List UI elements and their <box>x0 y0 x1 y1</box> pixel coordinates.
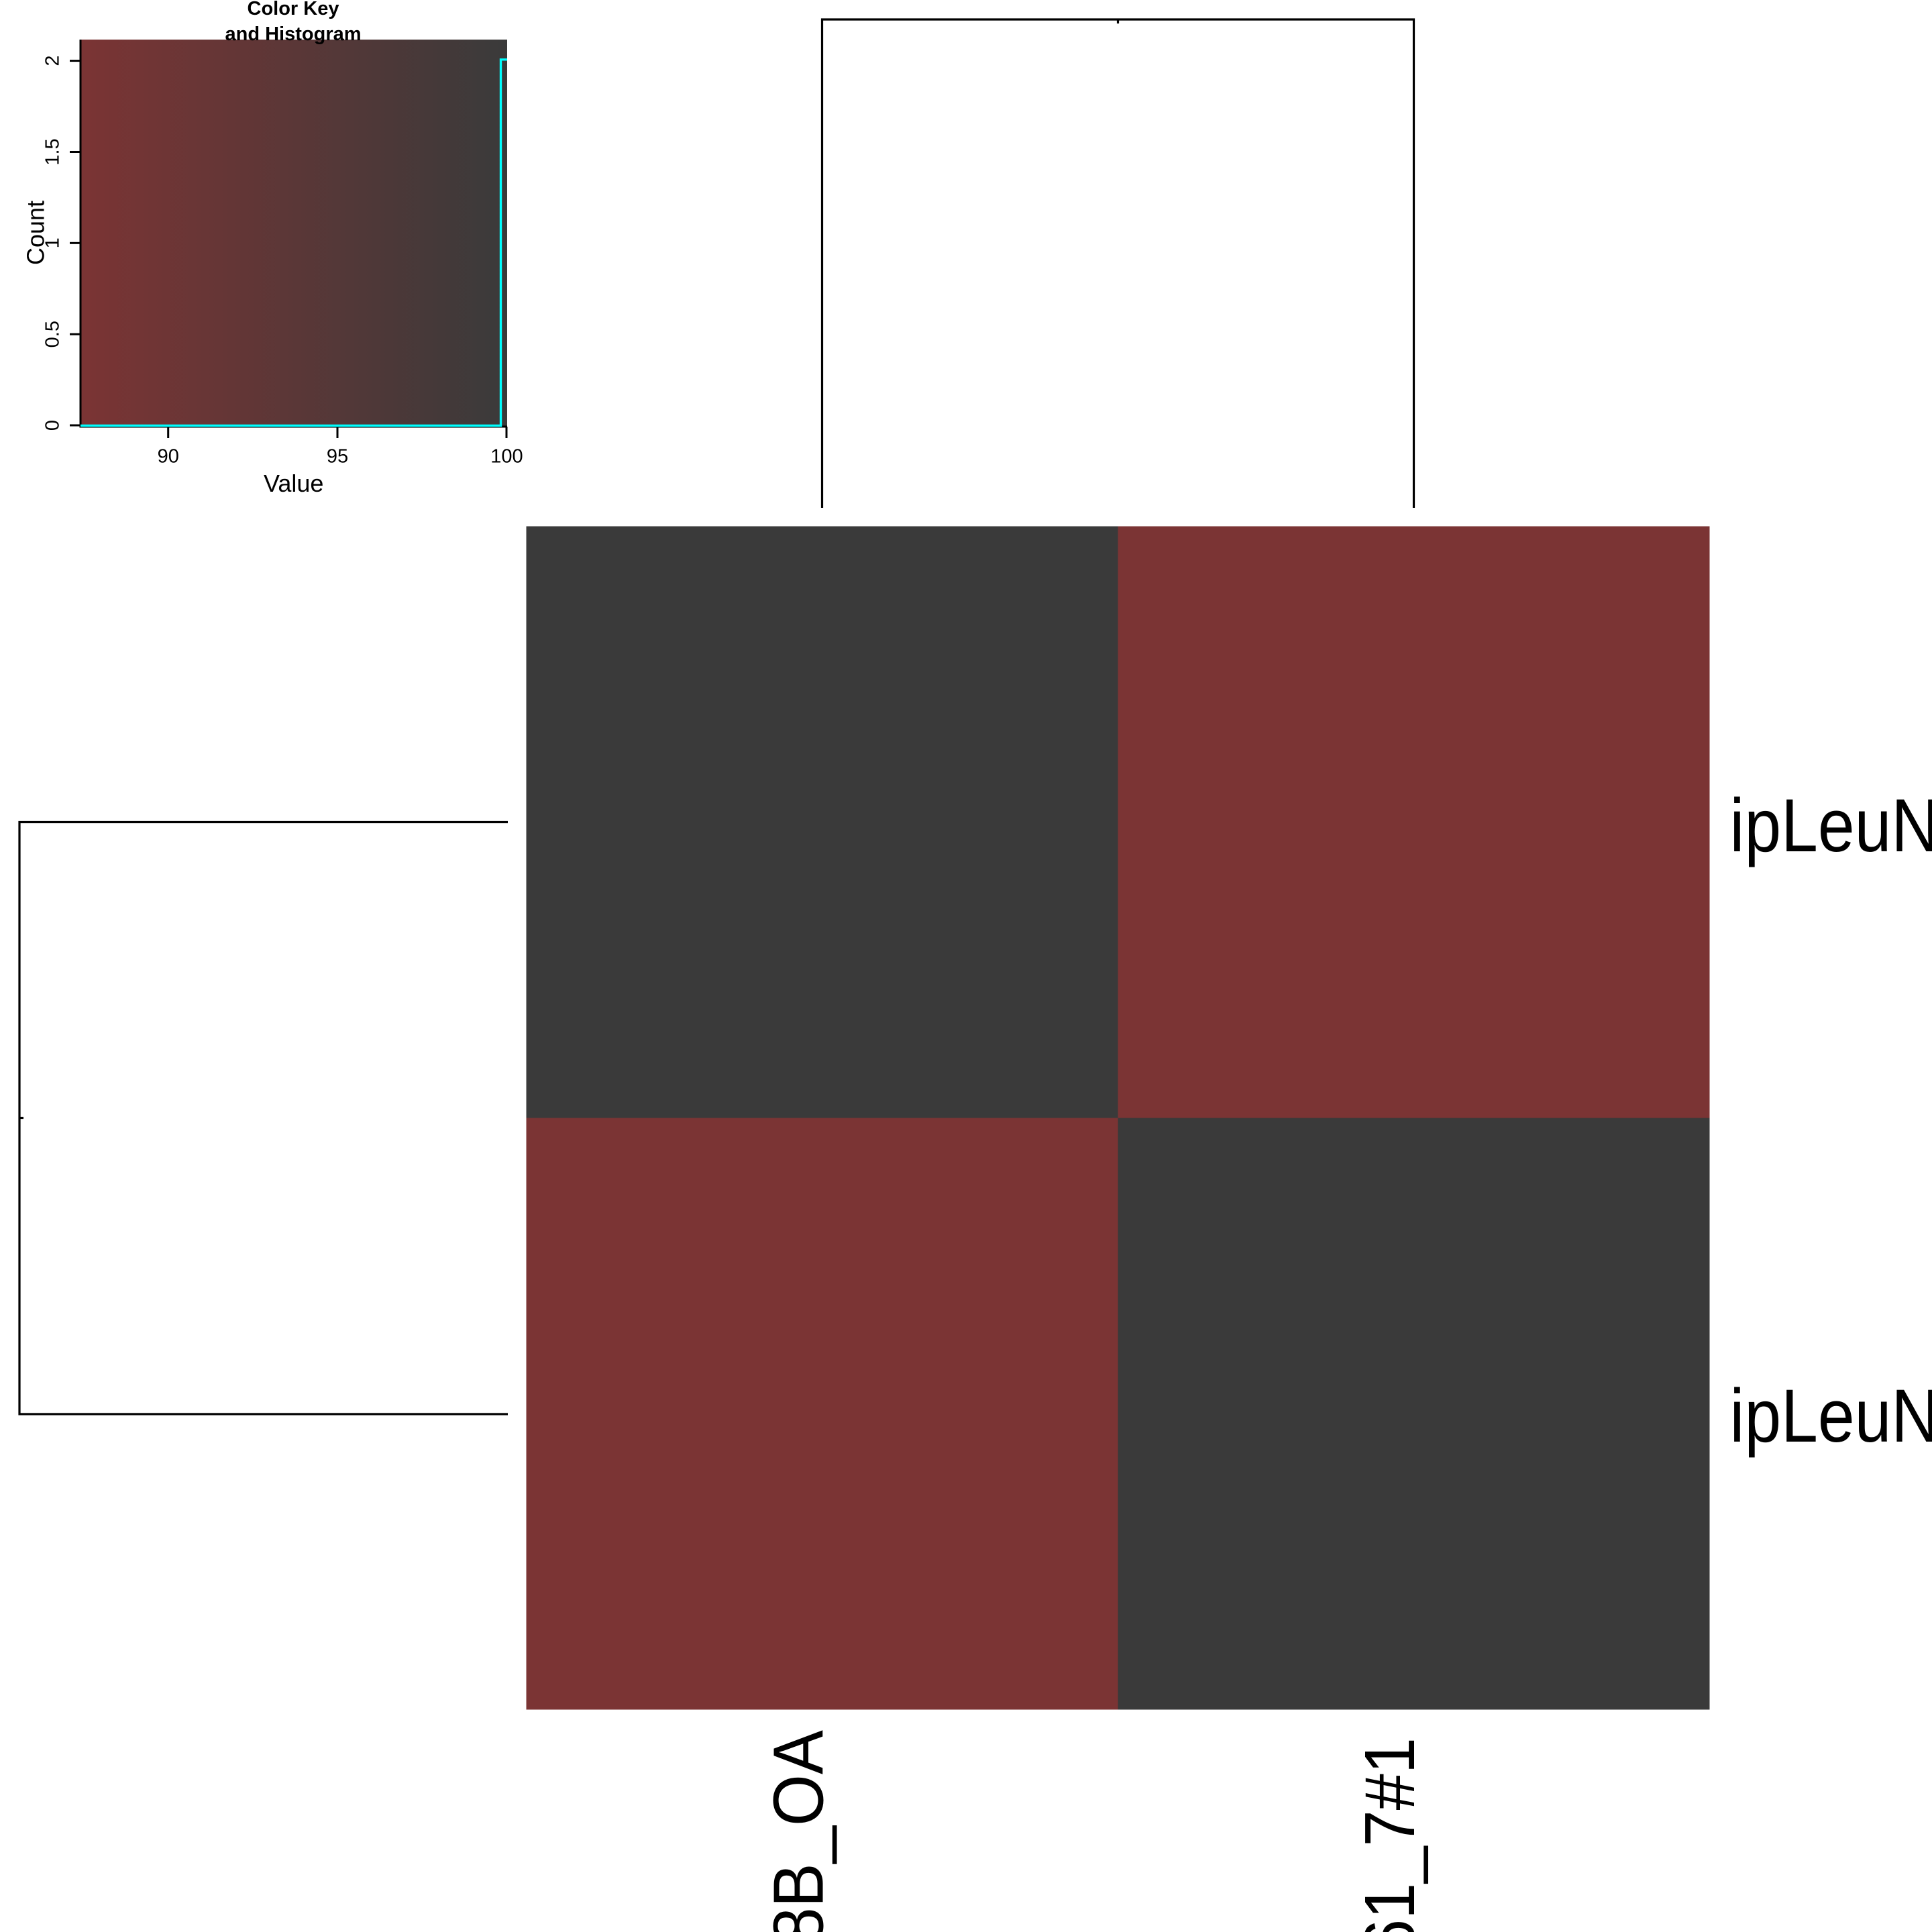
svg-text:2: 2 <box>42 56 64 66</box>
svg-text:1: 1 <box>42 237 64 248</box>
svg-text:Color Key: Color Key <box>248 0 339 19</box>
svg-text:ipLeuNCoA: ipLeuNCoA <box>1730 1374 1932 1458</box>
svg-text:ipLeuNCoA: ipLeuNCoA <box>1730 784 1932 867</box>
svg-text:8B_OA: 8B_OA <box>759 1730 839 1932</box>
svg-text:1.5: 1.5 <box>42 138 64 165</box>
svg-text:Value: Value <box>264 470 323 497</box>
svg-text:0.5: 0.5 <box>42 321 64 347</box>
svg-text:90: 90 <box>158 446 179 468</box>
svg-text:100: 100 <box>490 446 523 468</box>
svg-text:61_7#1: 61_7#1 <box>1350 1737 1430 1932</box>
svg-text:Count: Count <box>22 201 50 265</box>
svg-text:and Histogram: and Histogram <box>225 23 361 45</box>
svg-text:0: 0 <box>42 420 64 431</box>
svg-text:95: 95 <box>327 446 348 468</box>
